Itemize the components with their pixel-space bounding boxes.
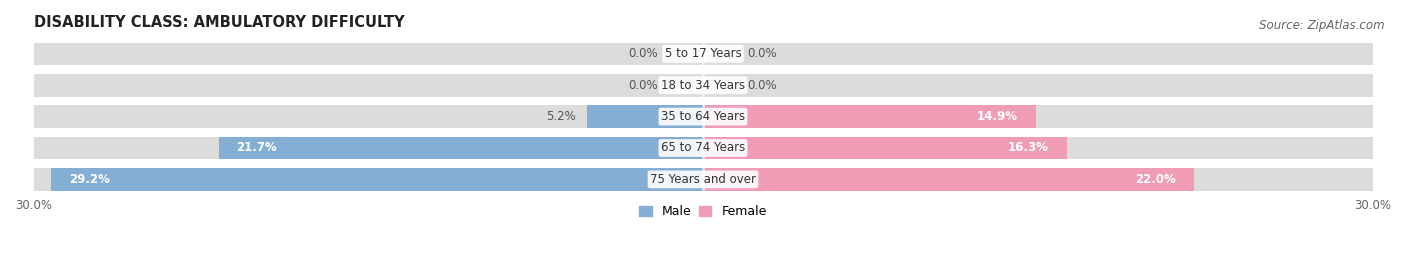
Legend: Male, Female: Male, Female [634, 200, 772, 223]
Bar [703, 105, 1035, 128]
Text: 0.0%: 0.0% [748, 79, 778, 92]
Text: 0.0%: 0.0% [628, 47, 658, 60]
Text: DISABILITY CLASS: AMBULATORY DIFFICULTY: DISABILITY CLASS: AMBULATORY DIFFICULTY [34, 15, 404, 30]
Text: 21.7%: 21.7% [236, 142, 277, 154]
Bar [34, 43, 1372, 65]
Text: 75 Years and over: 75 Years and over [650, 173, 756, 186]
Bar [703, 168, 1194, 191]
Bar [52, 168, 703, 191]
Bar [586, 105, 703, 128]
Text: 22.0%: 22.0% [1136, 173, 1175, 186]
Text: 5 to 17 Years: 5 to 17 Years [665, 47, 741, 60]
Text: 16.3%: 16.3% [1008, 142, 1049, 154]
Text: 29.2%: 29.2% [69, 173, 110, 186]
Bar [34, 105, 1372, 128]
Text: 14.9%: 14.9% [977, 110, 1018, 123]
Text: 65 to 74 Years: 65 to 74 Years [661, 142, 745, 154]
Text: Source: ZipAtlas.com: Source: ZipAtlas.com [1260, 19, 1385, 32]
Text: 5.2%: 5.2% [546, 110, 576, 123]
Bar [703, 137, 1067, 159]
Bar [219, 137, 703, 159]
Bar [34, 137, 1372, 159]
Text: 35 to 64 Years: 35 to 64 Years [661, 110, 745, 123]
Text: 0.0%: 0.0% [628, 79, 658, 92]
Text: 0.0%: 0.0% [748, 47, 778, 60]
Bar [34, 74, 1372, 96]
Text: 18 to 34 Years: 18 to 34 Years [661, 79, 745, 92]
Bar [34, 168, 1372, 191]
